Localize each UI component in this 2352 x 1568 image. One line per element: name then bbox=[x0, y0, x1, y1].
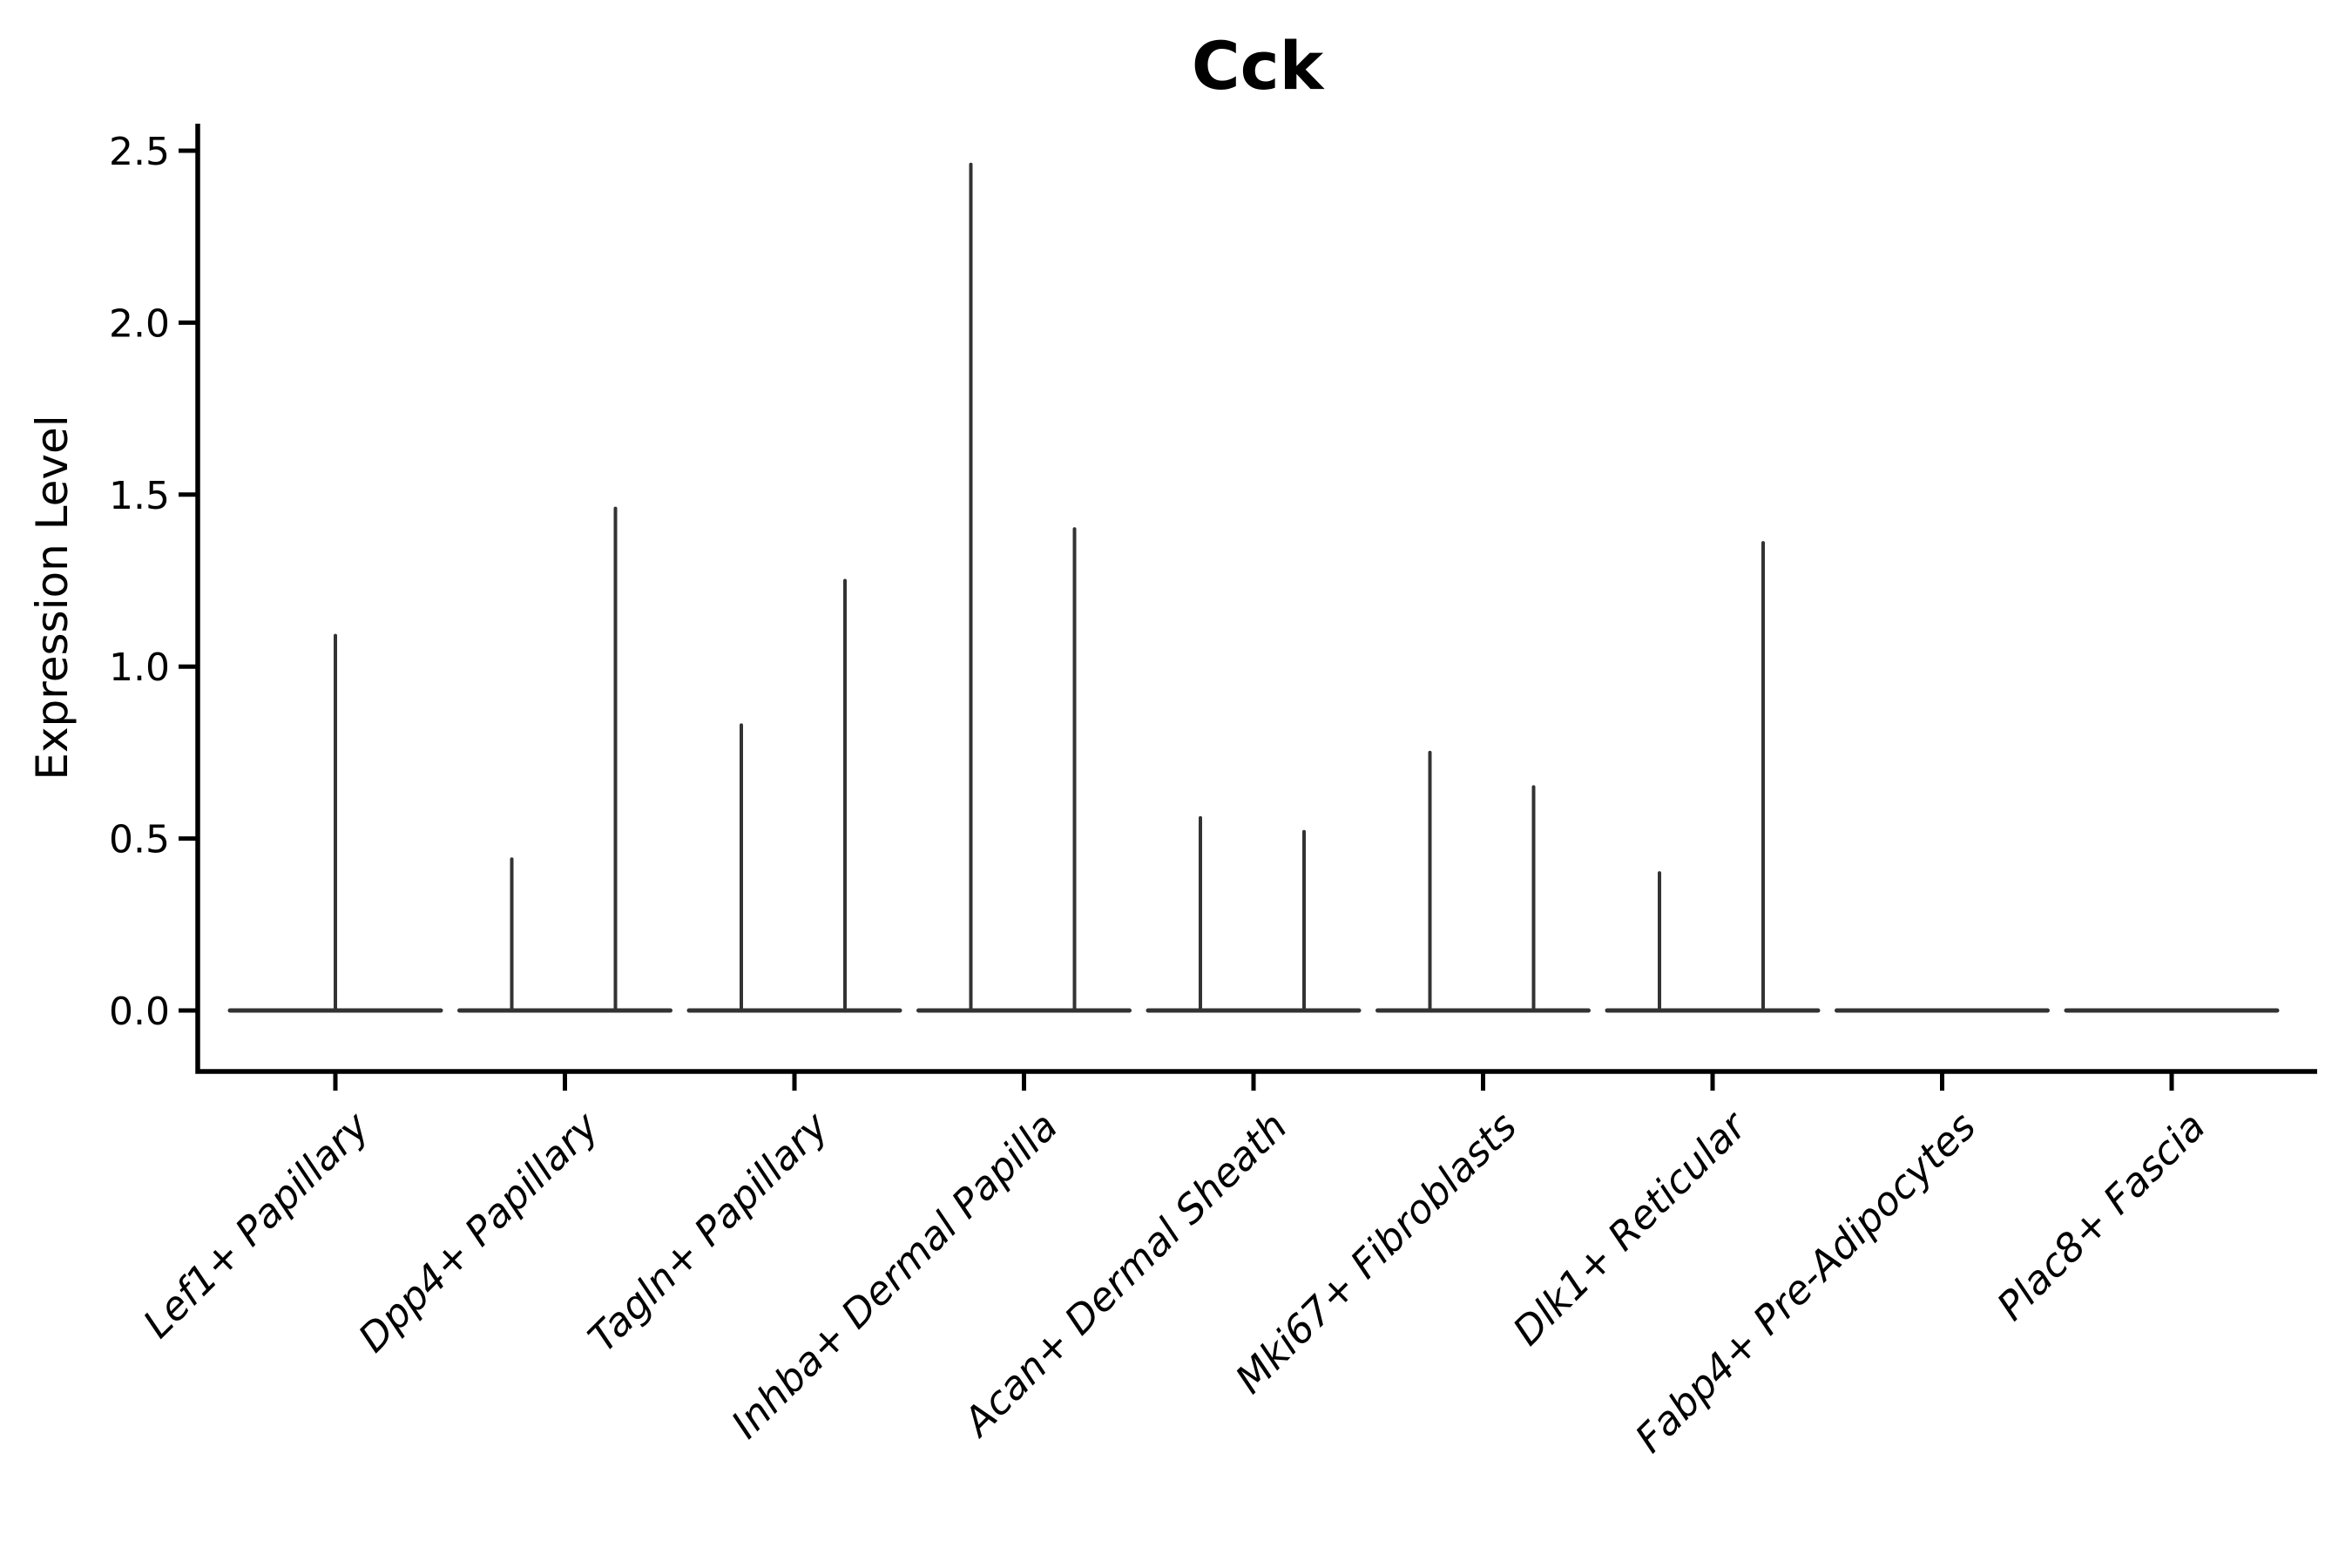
y-tick-label: 1.5 bbox=[109, 474, 170, 518]
axis-spine bbox=[195, 124, 2317, 1074]
chart-title: Cck bbox=[1191, 27, 1324, 105]
x-tick-label: Plac8+ Fascia bbox=[1988, 1103, 2214, 1329]
x-tick-label: Lef1+ Papillary bbox=[134, 1102, 379, 1347]
y-tick-label: 2.0 bbox=[109, 301, 170, 346]
y-tick-label: 2.5 bbox=[109, 130, 170, 174]
x-tick-label: Dpp4+ Papillary bbox=[349, 1102, 608, 1361]
x-tick-label: Dlk1+ Reticular bbox=[1504, 1102, 1756, 1355]
x-tick-label: Tagln+ Papillary bbox=[579, 1102, 838, 1361]
y-tick-label: 0.5 bbox=[109, 818, 170, 862]
y-tick-label: 1.0 bbox=[109, 645, 170, 690]
y-tick-label: 0.0 bbox=[109, 990, 170, 1034]
